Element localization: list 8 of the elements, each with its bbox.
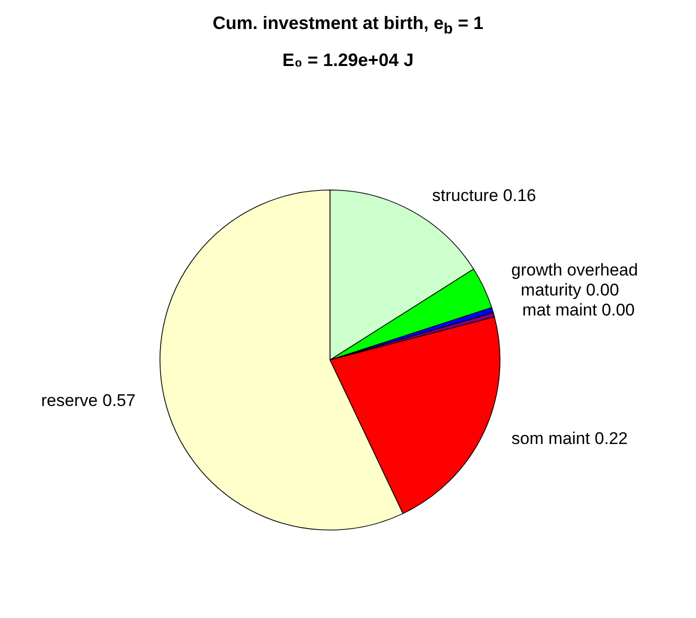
slice-label: reserve 0.57 [41,390,136,410]
slice-label: structure 0.16 [432,186,536,205]
chart-title: Cum. investment at birth, e$_{b}$ = 1 [212,12,484,40]
slice-label: maturity 0.00 [520,280,620,299]
slice-label: mat maint 0.00 [522,300,635,319]
slice-label: growth overhead [511,260,638,279]
slice-label: som maint 0.22 [512,428,628,448]
chart-subtitle: E₀ = 1.29e+04 J [281,48,415,72]
